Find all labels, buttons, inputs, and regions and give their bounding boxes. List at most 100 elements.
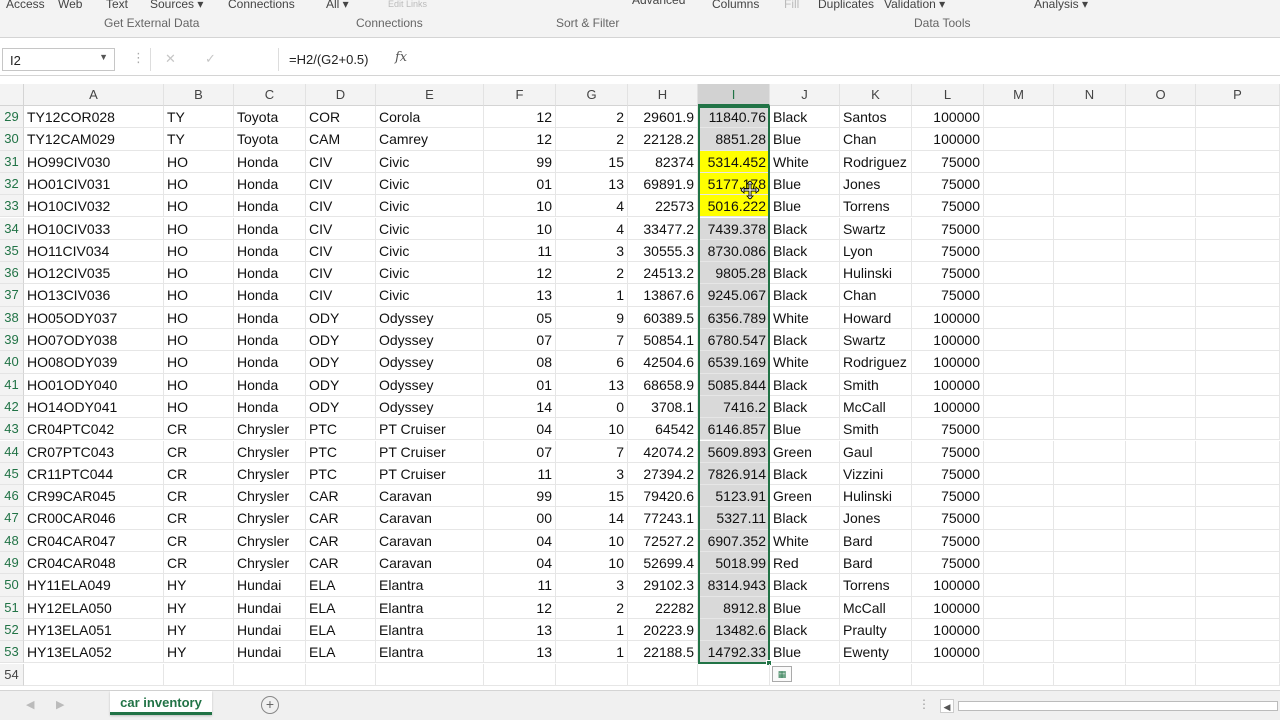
cell-a29[interactable]: TY12COR028 xyxy=(24,106,164,129)
cell-b42[interactable]: HO xyxy=(164,395,234,419)
cell-b51[interactable]: HY xyxy=(164,596,234,619)
cell-e45[interactable]: PT Cruiser xyxy=(376,462,484,486)
cell-k49[interactable]: Bard xyxy=(840,552,912,575)
cell-n53[interactable] xyxy=(1054,641,1126,664)
cell-i42[interactable]: 7416.2 xyxy=(698,395,770,419)
cell-m29[interactable] xyxy=(984,106,1054,129)
cell-o50[interactable] xyxy=(1126,574,1196,597)
cell-d37[interactable]: CIV xyxy=(306,284,376,307)
cell-k51[interactable]: McCall xyxy=(840,596,912,619)
cell-j38[interactable]: White xyxy=(770,306,840,329)
cell-i30[interactable]: 8851.28 xyxy=(698,128,770,151)
cell-o51[interactable] xyxy=(1126,596,1196,619)
cell-i54[interactable] xyxy=(698,664,770,687)
ribbon-connections[interactable]: Connections xyxy=(228,0,295,11)
cell-c44[interactable]: Chrysler xyxy=(234,440,306,463)
cell-k33[interactable]: Torrens xyxy=(840,195,912,218)
cell-m41[interactable] xyxy=(984,373,1054,396)
cell-j54[interactable] xyxy=(770,664,840,687)
row-header[interactable]: 38 xyxy=(0,306,24,329)
cell-l54[interactable] xyxy=(912,664,984,687)
cell-c41[interactable]: Honda xyxy=(234,373,306,396)
cell-e42[interactable]: Odyssey xyxy=(376,395,484,419)
cell-c45[interactable]: Chrysler xyxy=(234,462,306,486)
cell-a46[interactable]: CR99CAR045 xyxy=(24,485,164,508)
cell-i37[interactable]: 9245.067 xyxy=(698,284,770,307)
cell-i41[interactable]: 5085.844 xyxy=(698,373,770,396)
cell-h32[interactable]: 69891.9 xyxy=(628,172,698,196)
column-header-m[interactable]: M xyxy=(984,84,1054,106)
sheet-prev-icon[interactable]: ◀ xyxy=(26,699,35,711)
cell-a50[interactable]: HY11ELA049 xyxy=(24,574,164,597)
cell-l50[interactable]: 100000 xyxy=(912,574,984,597)
row-header[interactable]: 36 xyxy=(0,262,24,285)
cell-g36[interactable]: 2 xyxy=(556,262,628,285)
cell-m31[interactable] xyxy=(984,150,1054,173)
cell-p51[interactable] xyxy=(1196,596,1280,619)
cell-g45[interactable]: 3 xyxy=(556,462,628,486)
cell-k48[interactable]: Bard xyxy=(840,529,912,552)
cell-o53[interactable] xyxy=(1126,641,1196,664)
cell-p35[interactable] xyxy=(1196,239,1280,263)
cell-p29[interactable] xyxy=(1196,106,1280,129)
ribbon-analysis[interactable]: Analysis ▾ xyxy=(1034,0,1089,11)
cell-m45[interactable] xyxy=(984,462,1054,486)
cell-d34[interactable]: CIV xyxy=(306,217,376,240)
cell-e31[interactable]: Civic xyxy=(376,150,484,173)
cell-i44[interactable]: 5609.893 xyxy=(698,440,770,463)
cell-g38[interactable]: 9 xyxy=(556,306,628,329)
cell-e29[interactable]: Corola xyxy=(376,106,484,129)
cell-e43[interactable]: PT Cruiser xyxy=(376,418,484,441)
cell-o49[interactable] xyxy=(1126,552,1196,575)
cell-m43[interactable] xyxy=(984,418,1054,441)
cell-e38[interactable]: Odyssey xyxy=(376,306,484,329)
cell-o31[interactable] xyxy=(1126,150,1196,173)
cell-p50[interactable] xyxy=(1196,574,1280,597)
cell-c40[interactable]: Honda xyxy=(234,351,306,374)
cell-a40[interactable]: HO08ODY039 xyxy=(24,351,164,374)
cell-h52[interactable]: 20223.9 xyxy=(628,618,698,642)
cell-h50[interactable]: 29102.3 xyxy=(628,574,698,597)
ribbon-sources[interactable]: Sources ▾ xyxy=(150,0,204,11)
cell-d29[interactable]: COR xyxy=(306,106,376,129)
cell-b29[interactable]: TY xyxy=(164,106,234,129)
cell-n41[interactable] xyxy=(1054,373,1126,396)
cell-k43[interactable]: Smith xyxy=(840,418,912,441)
cell-p48[interactable] xyxy=(1196,529,1280,552)
cell-e50[interactable]: Elantra xyxy=(376,574,484,597)
cell-m48[interactable] xyxy=(984,529,1054,552)
cell-a47[interactable]: CR00CAR046 xyxy=(24,507,164,530)
cell-d43[interactable]: PTC xyxy=(306,418,376,441)
cell-g52[interactable]: 1 xyxy=(556,618,628,642)
cell-m53[interactable] xyxy=(984,641,1054,664)
cell-o29[interactable] xyxy=(1126,106,1196,129)
cell-m47[interactable] xyxy=(984,507,1054,530)
cell-m32[interactable] xyxy=(984,172,1054,196)
cell-p32[interactable] xyxy=(1196,172,1280,196)
cell-a32[interactable]: HO01CIV031 xyxy=(24,172,164,196)
cell-f54[interactable] xyxy=(484,664,556,687)
cell-n42[interactable] xyxy=(1054,395,1126,419)
cell-l38[interactable]: 100000 xyxy=(912,306,984,329)
cell-e41[interactable]: Odyssey xyxy=(376,373,484,396)
cell-p34[interactable] xyxy=(1196,217,1280,240)
cell-j45[interactable]: Black xyxy=(770,462,840,486)
cell-i34[interactable]: 7439.378 xyxy=(698,217,770,240)
cell-n49[interactable] xyxy=(1054,552,1126,575)
cell-b38[interactable]: HO xyxy=(164,306,234,329)
cell-m38[interactable] xyxy=(984,306,1054,329)
cell-a48[interactable]: CR04CAR047 xyxy=(24,529,164,552)
cell-f43[interactable]: 04 xyxy=(484,418,556,441)
cell-k34[interactable]: Swartz xyxy=(840,217,912,240)
cell-h37[interactable]: 13867.6 xyxy=(628,284,698,307)
cell-a54[interactable] xyxy=(24,664,164,687)
cell-f52[interactable]: 13 xyxy=(484,618,556,642)
cell-b41[interactable]: HO xyxy=(164,373,234,396)
cell-l44[interactable]: 75000 xyxy=(912,440,984,463)
cell-k54[interactable] xyxy=(840,664,912,687)
cell-h36[interactable]: 24513.2 xyxy=(628,262,698,285)
cell-a30[interactable]: TY12CAM029 xyxy=(24,128,164,151)
cell-b43[interactable]: CR xyxy=(164,418,234,441)
cell-b36[interactable]: HO xyxy=(164,262,234,285)
cell-i38[interactable]: 6356.789 xyxy=(698,306,770,329)
